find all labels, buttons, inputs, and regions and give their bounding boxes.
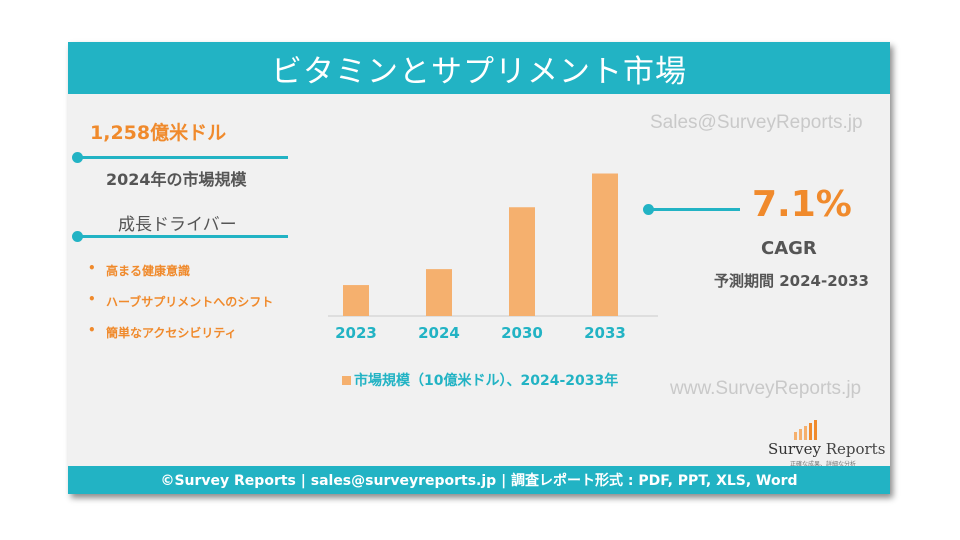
market-divider-line bbox=[76, 156, 288, 159]
bar-2024 bbox=[426, 269, 452, 316]
chart-legend: 市場規模（10億米ドル）、2024-2033年 bbox=[342, 370, 618, 390]
driver-item: ハーブサプリメントへのシフト bbox=[88, 292, 273, 324]
legend-swatch bbox=[342, 375, 351, 385]
survey-reports-logo-icon bbox=[794, 420, 817, 440]
watermark-website: www.SurveyReports.jp bbox=[670, 378, 862, 399]
drivers-title: 成長ドライバー bbox=[118, 215, 237, 235]
cagr-label: CAGR bbox=[761, 238, 817, 259]
watermark-email: Sales@SurveyReports.jp bbox=[650, 112, 863, 133]
bar-2033 bbox=[592, 173, 618, 316]
bar-2023 bbox=[343, 285, 369, 316]
logo-name-reports: Reports bbox=[825, 440, 886, 458]
infographic-card: ビタミンとサプリメント市場 1,258億米ドル 2024年の市場規模 成長ドライ… bbox=[68, 42, 890, 494]
market-size-chart: 2023 2024 2030 2033 bbox=[328, 173, 658, 342]
x-tick-label: 2030 bbox=[501, 324, 543, 342]
logo-name-survey: Survey bbox=[768, 440, 826, 458]
bar-2030 bbox=[509, 207, 535, 316]
forecast-period: 予測期間 2024-2033 bbox=[714, 272, 869, 290]
driver-item: 高まる健康意識 bbox=[88, 261, 273, 293]
footer-bar: ©Survey Reports | sales@surveyreports.jp… bbox=[68, 466, 890, 494]
driver-item: 簡単なアクセシビリティ bbox=[88, 323, 273, 355]
legend-label: 市場規模（10億米ドル）、2024-2033年 bbox=[354, 373, 619, 389]
x-tick-label: 2033 bbox=[584, 324, 626, 342]
cagr-connector-line bbox=[648, 208, 740, 211]
x-tick-label: 2024 bbox=[418, 324, 460, 342]
market-size-value: 1,258億米ドル bbox=[90, 122, 227, 144]
logo-wordmark: Survey Reports bbox=[768, 440, 885, 458]
x-tick-label: 2023 bbox=[335, 324, 377, 342]
drivers-list: 高まる健康意識 ハーブサプリメントへのシフト 簡単なアクセシビリティ bbox=[88, 261, 273, 355]
page-title: ビタミンとサプリメント市場 bbox=[68, 42, 890, 94]
drivers-divider-line bbox=[76, 235, 288, 238]
cagr-value: 7.1% bbox=[752, 184, 852, 225]
market-size-label: 2024年の市場規模 bbox=[106, 170, 247, 189]
logo-tagline: 正確な成果、詳細な分析 bbox=[790, 461, 857, 468]
